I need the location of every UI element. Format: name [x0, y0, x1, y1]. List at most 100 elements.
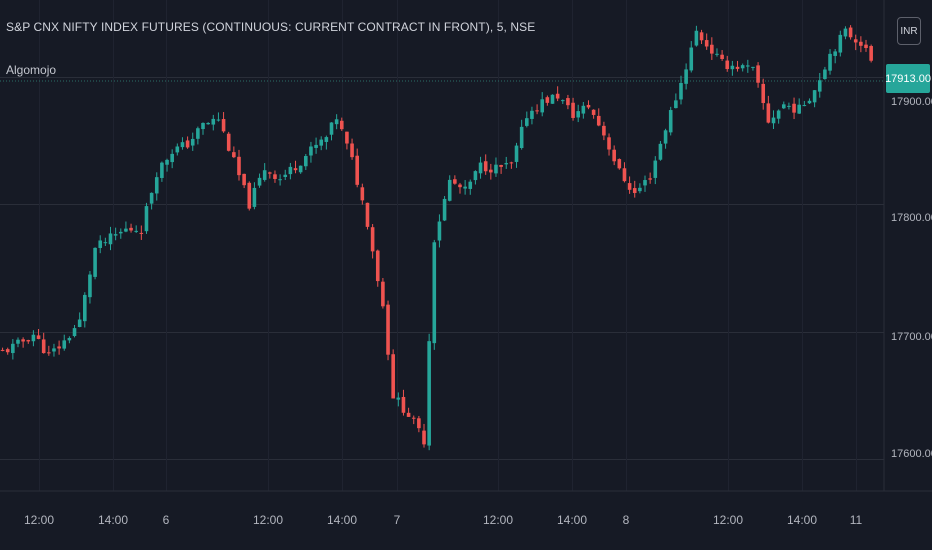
time-tick-label: 8 — [622, 513, 630, 527]
candle-body — [848, 27, 853, 38]
candle-body — [720, 54, 724, 60]
candle-body — [278, 179, 282, 181]
candle-body — [643, 180, 647, 186]
candle-body — [57, 346, 61, 349]
candle-body — [596, 115, 601, 126]
currency-button[interactable]: INR — [897, 17, 921, 45]
candle-body — [201, 122, 205, 130]
candle-body — [489, 169, 493, 173]
candle-body — [838, 34, 843, 53]
candle-body — [817, 80, 822, 92]
price-tick-label: 17600.00 — [891, 448, 932, 460]
candle-body — [185, 140, 190, 148]
candle-body — [170, 153, 174, 163]
candle-body — [704, 40, 709, 47]
candle-body — [72, 328, 77, 337]
candle-body — [828, 53, 832, 71]
candle-body — [823, 69, 827, 79]
candle-body — [370, 227, 375, 252]
candle-body — [864, 44, 868, 49]
candle-body — [586, 104, 591, 108]
candle-body — [447, 179, 452, 201]
candle-body — [781, 104, 786, 109]
time-tick-label: 6 — [162, 513, 170, 527]
candle-body — [345, 131, 349, 144]
candle-body — [77, 319, 82, 327]
candle-body — [535, 110, 539, 112]
candle-body — [298, 165, 303, 173]
candle-body — [139, 232, 144, 234]
candle-body — [216, 119, 221, 121]
candle-body — [0, 349, 5, 351]
candle-body — [283, 174, 288, 178]
candle-body — [735, 66, 740, 69]
time-tick-label: 14:00 — [556, 513, 588, 527]
candle-body — [632, 188, 637, 193]
candle-body — [771, 117, 776, 124]
candle-body — [787, 105, 791, 107]
candle-body — [684, 69, 688, 84]
candle-body — [108, 233, 113, 245]
candle-body — [653, 160, 658, 178]
time-tick-label: 12:00 — [252, 513, 284, 527]
candle-body — [560, 100, 565, 102]
candle-body — [602, 125, 606, 136]
symbol-title[interactable]: S&P CNX NIFTY INDEX FUTURES (CONTINUOUS:… — [6, 20, 536, 34]
candle-body — [555, 93, 560, 99]
candle-series — [0, 25, 873, 451]
time-tick-label: 11 — [849, 513, 863, 527]
indicator-label[interactable]: Algomojo — [6, 63, 57, 77]
candle-body — [694, 30, 699, 46]
time-tick-label: 14:00 — [97, 513, 129, 527]
candle-body — [31, 334, 36, 342]
candle-body — [494, 164, 498, 174]
candle-body — [273, 174, 277, 179]
candle-body — [730, 65, 735, 70]
candle-body — [365, 202, 370, 227]
candle-body — [67, 337, 72, 341]
price-tick-label: 17700.00 — [891, 331, 932, 343]
time-tick-label: 12:00 — [23, 513, 55, 527]
candle-body — [617, 159, 622, 169]
candle-body — [339, 120, 344, 130]
candle-body — [149, 192, 154, 204]
candle-body — [453, 179, 457, 184]
candle-body — [468, 181, 473, 189]
candle-body — [396, 397, 401, 400]
candle-body — [427, 341, 431, 446]
time-tick-label: 12:00 — [712, 513, 744, 527]
candle-body — [98, 240, 103, 248]
candle-body — [833, 51, 837, 56]
candle-body — [360, 187, 365, 201]
candle-body — [478, 162, 483, 174]
candle-body — [83, 294, 87, 322]
grid-lines — [0, 0, 884, 491]
candle-body — [237, 156, 241, 176]
candle-body — [375, 250, 380, 282]
candle-body — [88, 274, 92, 298]
candle-body — [751, 66, 755, 68]
candle-body — [103, 242, 108, 244]
candle-body — [329, 122, 334, 135]
candle-body — [36, 335, 41, 339]
candle-body — [812, 90, 817, 103]
candle-body — [853, 39, 858, 43]
candle-body — [211, 118, 216, 125]
time-tick-label: 12:00 — [482, 513, 514, 527]
candle-body — [607, 137, 611, 150]
candle-body — [196, 128, 200, 139]
candle-body — [232, 152, 236, 158]
candle-body — [437, 221, 442, 241]
candle-body — [247, 182, 252, 209]
candle-body — [530, 110, 534, 119]
candle-body — [41, 339, 46, 354]
candle-body — [756, 65, 760, 83]
candle-body — [175, 146, 180, 153]
candle-body — [226, 133, 231, 151]
candle-body — [545, 97, 550, 103]
candle-body — [807, 100, 812, 104]
candle-body — [571, 102, 575, 118]
candle-body — [401, 396, 406, 413]
